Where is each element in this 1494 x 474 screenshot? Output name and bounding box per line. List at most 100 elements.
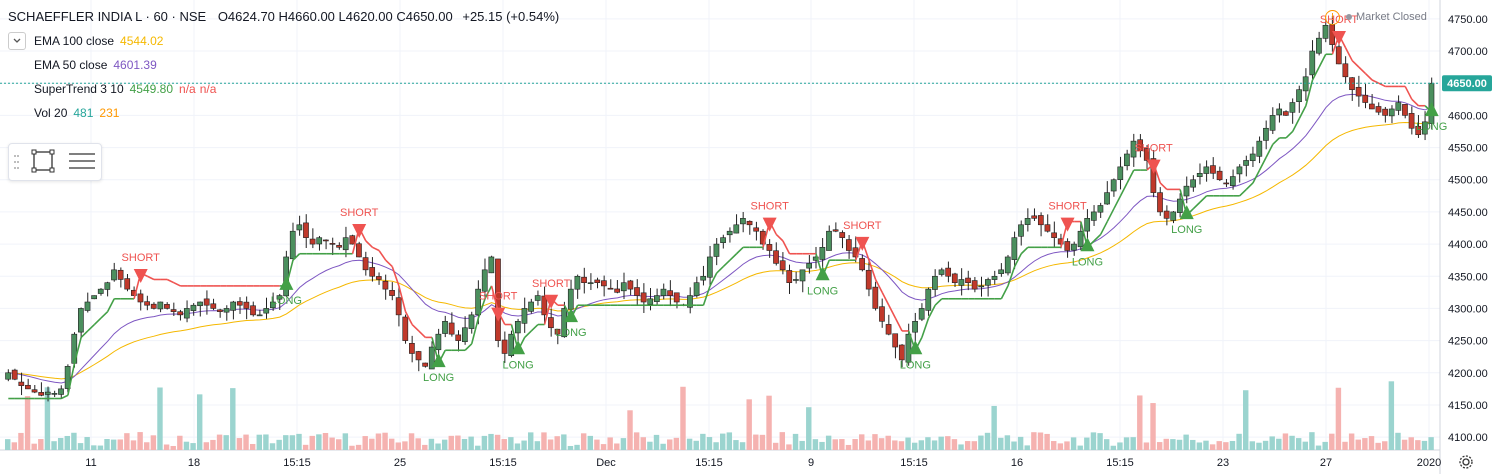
volume-bar bbox=[700, 433, 706, 450]
long-signal-arrow bbox=[1179, 205, 1194, 220]
volume-bar bbox=[309, 435, 315, 450]
candle-body bbox=[1104, 192, 1110, 205]
time-tick-label: 15:15 bbox=[489, 457, 517, 469]
candle-body bbox=[1177, 198, 1183, 213]
long-signal-arrow bbox=[1080, 237, 1095, 252]
candle-body bbox=[806, 263, 812, 269]
candle-body bbox=[898, 344, 905, 361]
candle-body bbox=[409, 342, 415, 354]
volume-bar bbox=[18, 432, 24, 450]
candle-body bbox=[243, 301, 250, 309]
legend-ema50[interactable]: EMA 50 close 4601.39 bbox=[34, 58, 157, 72]
legend-volume[interactable]: Vol 20 481 231 bbox=[34, 106, 119, 120]
candle-body bbox=[296, 224, 303, 231]
volume-bar bbox=[150, 435, 157, 450]
legend-supertrend[interactable]: SuperTrend 3 10 4549.80 n/a n/a bbox=[34, 82, 216, 96]
volume-bar bbox=[57, 437, 64, 450]
legend-ema100[interactable]: EMA 100 close 4544.02 bbox=[34, 34, 163, 48]
candle-body bbox=[673, 292, 680, 303]
candle-body bbox=[1137, 139, 1144, 152]
drag-handle-icon bbox=[14, 155, 19, 169]
candle-body bbox=[978, 285, 985, 288]
volume-bar bbox=[825, 435, 832, 450]
candle-body bbox=[164, 304, 170, 309]
volume-bar bbox=[779, 432, 786, 450]
supertrend-segment bbox=[464, 343, 473, 351]
short-signal-arrow bbox=[133, 269, 148, 284]
candle-body bbox=[177, 311, 184, 316]
candle-body bbox=[1355, 86, 1362, 97]
supertrend-segment bbox=[921, 317, 930, 338]
supertrend-extra: n/a bbox=[179, 82, 196, 96]
volume-bar bbox=[991, 405, 997, 450]
candle-body bbox=[653, 295, 660, 302]
candle-body bbox=[1210, 165, 1216, 174]
volume-bar bbox=[600, 444, 607, 450]
volume-value: 481 bbox=[73, 106, 94, 120]
candle-body bbox=[620, 282, 627, 292]
supertrend-segment bbox=[1119, 182, 1128, 197]
market-status[interactable]: ! Market Closed bbox=[1325, 10, 1427, 25]
candle-body bbox=[938, 269, 945, 275]
candle-body bbox=[627, 280, 634, 290]
supertrend-segment bbox=[1265, 143, 1274, 158]
supertrend-segment bbox=[372, 246, 380, 252]
candle-body bbox=[223, 308, 230, 313]
volume-bar bbox=[91, 445, 97, 450]
drawing-toolbox[interactable] bbox=[8, 143, 102, 181]
candle-body bbox=[1124, 153, 1130, 167]
volume-bar bbox=[362, 436, 368, 450]
volume-ma-value: 231 bbox=[99, 106, 120, 120]
volume-bar bbox=[336, 439, 342, 450]
volume-bar bbox=[163, 444, 170, 450]
volume-bar bbox=[792, 433, 799, 450]
gear-icon[interactable] bbox=[1458, 454, 1474, 470]
candle-body bbox=[548, 317, 554, 329]
supertrend-segment bbox=[490, 285, 499, 312]
volume-bar bbox=[1130, 437, 1136, 450]
volume-bar bbox=[1209, 444, 1216, 450]
volume-bar bbox=[402, 441, 408, 450]
volume-bar bbox=[117, 439, 123, 450]
volume-bar bbox=[170, 445, 176, 450]
candle-body bbox=[91, 295, 97, 300]
candle-body bbox=[1296, 89, 1302, 103]
ema50-value: 4601.39 bbox=[113, 58, 157, 72]
candle-body bbox=[528, 301, 534, 312]
supertrend-segment bbox=[1113, 195, 1122, 210]
supertrend-segment bbox=[729, 253, 738, 261]
volume-bar bbox=[911, 442, 918, 450]
volume-bar bbox=[713, 442, 719, 450]
volume-bar bbox=[1342, 441, 1348, 450]
collapse-legend-button[interactable] bbox=[8, 32, 26, 50]
volume-bar bbox=[653, 434, 660, 450]
candle-body bbox=[700, 275, 707, 281]
volume-bar bbox=[157, 387, 163, 450]
candle-body bbox=[1018, 224, 1024, 237]
candle-body bbox=[971, 280, 978, 290]
volume-bar bbox=[1375, 442, 1381, 450]
volume-bar bbox=[137, 432, 143, 450]
volume-bar bbox=[1355, 439, 1361, 450]
supertrend-segment bbox=[1378, 82, 1386, 88]
volume-bar bbox=[1117, 442, 1123, 450]
symbol-title[interactable]: SCHAEFFLER INDIA L · 60 · NSE bbox=[8, 9, 207, 24]
volume-bar bbox=[865, 440, 872, 450]
candle-body bbox=[1282, 111, 1289, 116]
supertrend-segment bbox=[1272, 137, 1280, 145]
volume-bar bbox=[1276, 438, 1282, 450]
candle-body bbox=[31, 389, 38, 393]
candle-body bbox=[236, 301, 243, 306]
candle-body bbox=[1263, 127, 1269, 141]
ema100-label: EMA 100 close bbox=[34, 34, 115, 48]
volume-bar bbox=[249, 443, 256, 450]
supertrend-segment bbox=[927, 304, 936, 319]
candle-body bbox=[607, 287, 614, 290]
volume-bar bbox=[878, 438, 885, 450]
volume-bar bbox=[488, 433, 494, 450]
volume-bar bbox=[1203, 440, 1209, 450]
candle-body bbox=[918, 308, 925, 320]
volume-bar bbox=[514, 443, 521, 450]
candle-body bbox=[1395, 102, 1402, 111]
